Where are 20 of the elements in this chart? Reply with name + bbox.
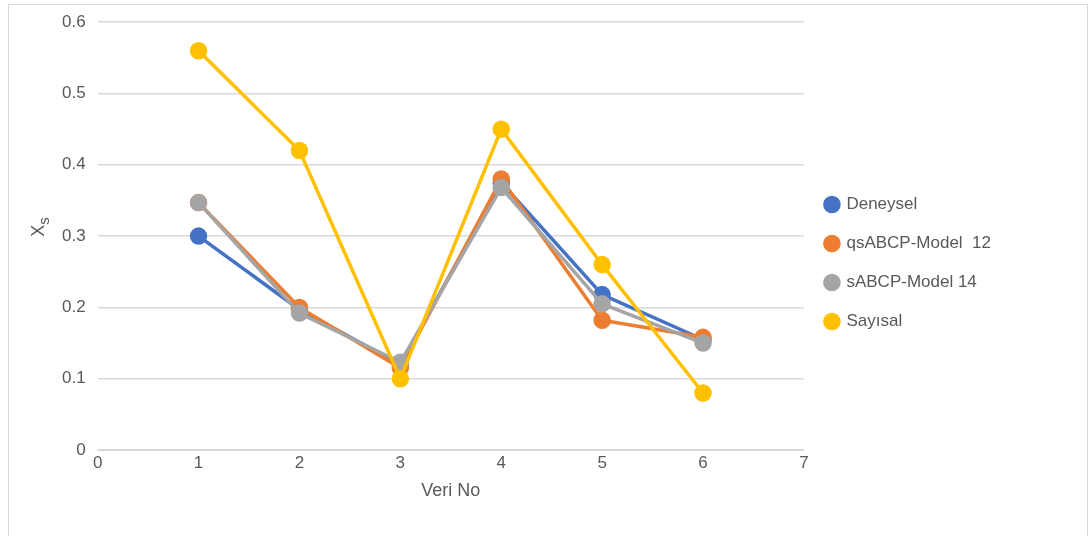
y-tick-label: 0.5	[61, 83, 86, 103]
y-tick-label: 0.6	[61, 11, 86, 31]
x-tick-label: 3	[395, 452, 406, 472]
y-tick-label: 0.1	[61, 368, 86, 388]
y-tick-label: 0.2	[61, 297, 86, 317]
x-tick-label: 4	[496, 452, 506, 472]
y-tick-label: 0.3	[61, 225, 86, 245]
x-tick-label: 0	[92, 452, 103, 472]
legend-label: Sayısal	[846, 311, 903, 331]
x-tick-label: 1	[193, 452, 204, 472]
x-axis-title: Veri No	[421, 480, 481, 501]
x-tick-label: 2	[294, 452, 305, 472]
x-tick-label: 6	[698, 452, 708, 472]
legend-label: Deneysel	[846, 194, 918, 214]
y-tick-label: 0	[76, 439, 86, 459]
x-tick-label: 7	[799, 452, 809, 472]
legend-label: qsABCP-Model 12	[846, 233, 992, 253]
legend-label: sABCP-Model 14	[846, 272, 977, 292]
x-tick-label: 5	[597, 452, 607, 472]
y-tick-label: 0.4	[61, 154, 86, 174]
